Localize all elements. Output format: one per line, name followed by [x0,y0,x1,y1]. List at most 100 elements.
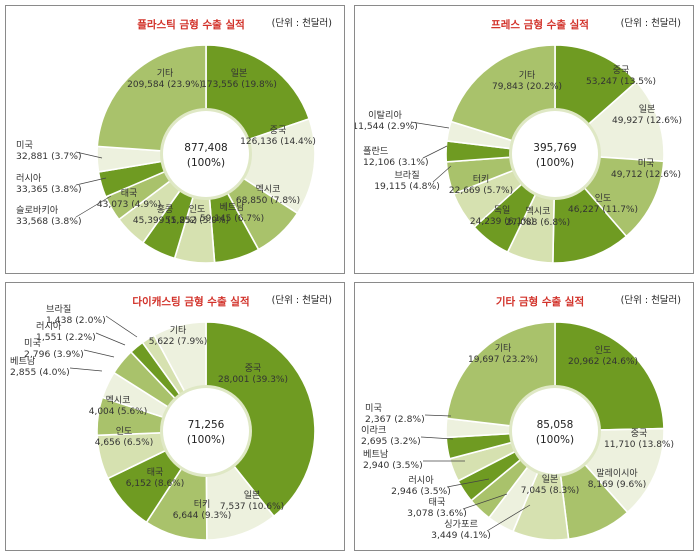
slice-label: 멕시코 4,004 (5.6%) [89,395,148,417]
slice-label: 중국 28,001 (39.3%) [218,363,288,385]
slice-label-value: 1,438 (2.0%) [46,315,106,326]
slice-label: 브라질 1,438 (2.0%) [46,303,106,326]
leader-line [422,145,448,159]
slice-label-name: 터키 [194,499,211,510]
slice-label: 미국 2,367 (2.8%) [365,403,425,425]
slice-label: 슬로바키아 33,568 (3.8%) [16,205,82,227]
slice-label-name: 슬로바키아 [16,205,59,216]
slice-label: 베트남 59,145 (6.7%) [200,202,264,224]
pie-slice [205,321,316,518]
total-value: 71,256 [188,419,225,431]
slice-label: 독일 24,239 (6.1%) [470,205,534,227]
slice-label-value: 27,088 (6.8%) [506,218,570,228]
slice-label-value: 3,078 (3.6%) [407,508,467,519]
center-disc [163,388,249,474]
slice-label: 인도 51,852 (5.9%) [165,204,229,226]
slice-label-name: 중국 [613,65,630,76]
pie-slice [204,117,316,215]
leader-line [486,504,531,532]
slice-label: 인도 46,227 (11.7%) [568,193,638,215]
slice-label: 일본 173,556 (19.8%) [201,68,277,90]
slice-label-value: 3,449 (4.1%) [431,530,491,541]
slice-label-name: 기타 [495,343,512,354]
slice-label-value: 19,697 (23.2%) [468,355,538,365]
slice-label-name: 멕시코 [256,184,281,195]
slice-label-name: 인도 [189,204,206,215]
slice-label-value: 1,551 (2.2%) [36,332,96,343]
pie-chart-svg: 다이캐스팅 금형 수출 실적 (단위 : 천달러) 71,256 (100%) 중국 28… [10,294,332,541]
pie-chart-svg: 프레스 금형 수출 실적 (단위 : 천달러) 395,769 (100%) 중국 53,… [355,17,682,264]
leader-line [75,195,112,218]
slice-label-name: 미국 [16,140,33,151]
slice-label-value: 5,622 (7.9%) [149,337,208,347]
slice-label-value: 33,365 (3.8%) [16,184,82,195]
slice-label: 일본 7,537 (10.6%) [220,490,284,512]
slice-label: 멕시코 27,088 (6.8%) [506,206,570,228]
slice-label-name: 인도 [595,193,612,204]
slice-label-value: 8,169 (9.6%) [588,480,647,490]
slice-label-name: 중국 [270,125,287,136]
slice-label: 미국 2,796 (3.9%) [24,338,84,360]
slice-label: 태국 6,152 (8.6%) [126,467,185,489]
slice-label: 미국 32,881 (3.7%) [16,140,82,162]
center-disc [512,388,598,474]
slice-label: 러시아 1,551 (2.2%) [36,321,96,343]
slice-label-value: 4,004 (5.6%) [89,407,148,417]
leader-line [95,332,126,346]
slice-label-name: 멕시코 [526,206,551,217]
leader-line [75,177,107,186]
slice-label-value: 209,584 (23.9%) [127,80,203,90]
slice-label-name: 폴란드 [363,145,388,157]
slice-label: 태국 43,073 (4.9%) [97,188,161,210]
slice-label-value: 33,568 (3.8%) [16,216,82,227]
slice-label-name: 태국 [429,497,446,508]
slice-label-value: 2,855 (4.0%) [10,367,70,378]
slice-label-name: 싱가포르 [444,519,478,530]
chart-panel-press: 프레스 금형 수출 실적 (단위 : 천달러) 395,769 (100%) 중국 53,… [354,5,694,274]
pie-chart-svg: 기타 금형 수출 실적 (단위 : 천달러) 85,058 (100%) 인도 20,96… [361,294,681,541]
slice-label-name: 홍콩 [157,203,174,215]
slice-label: 기타 209,584 (23.9%) [127,68,203,90]
slice-label-value: 7,537 (10.6%) [220,502,284,512]
slice-label-value: 126,136 (14.4%) [240,137,316,147]
slice-label: 베트남 2,855 (4.0%) [10,356,70,378]
slice-label: 일본 49,927 (12.6%) [612,104,682,126]
slice-label-name: 베트남 [10,356,36,367]
slice-label: 이탈리아 11,544 (2.9%) [355,109,418,132]
slice-label: 기타 5,622 (7.9%) [149,325,208,347]
slice-label: 중국 53,247 (13.5%) [586,65,656,87]
slice-label-value: 28,001 (39.3%) [218,375,288,385]
slice-label: 멕시코 68,850 (7.8%) [236,184,300,206]
chart-title: 다이캐스팅 금형 수출 실적 [132,295,249,308]
leader-line [75,151,103,159]
slice-label-value: 45,399 (5.2%) [133,216,197,226]
total-percent: (100%) [187,434,225,446]
chart-title: 플라스틱 금형 수출 실적 [137,18,245,31]
total-value: 395,769 [533,142,576,154]
slice-label-value: 51,852 (5.9%) [165,216,229,226]
leader-line [424,414,452,417]
slice-label-name: 기타 [170,325,187,336]
slice-label: 러시아 2,946 (3.5%) [391,475,451,497]
slice-label: 브라질 19,115 (4.8%) [374,169,440,192]
total-percent: (100%) [187,157,225,169]
slice-label-value: 68,850 (7.8%) [236,196,300,206]
slice-label-value: 2,940 (3.5%) [363,460,423,471]
slice-label-value: 46,227 (11.7%) [568,205,638,215]
slice-label-name: 브라질 [394,169,419,181]
slice-label-value: 22,669 (5.7%) [449,186,513,196]
slice-label-value: 11,710 (13.8%) [604,440,674,450]
slice-label: 러시아 33,365 (3.8%) [16,173,82,195]
slice-label-name: 러시아 [408,475,434,486]
leader-line [420,436,454,440]
chart-panel-other: 기타 금형 수출 실적 (단위 : 천달러) 85,058 (100%) 인도 20,96… [354,282,694,551]
leader-line [83,349,115,358]
leader-line [432,165,452,183]
slice-label-value: 6,644 (9.3%) [173,511,232,521]
pie-chart-svg: 플라스틱 금형 수출 실적 (단위 : 천달러) 877,408 (100%) 일본 17… [16,17,332,264]
slice-label-name: 기타 [157,68,174,79]
leader-line [410,121,450,129]
slice-label-name: 터키 [473,174,490,185]
slice-label-value: 2,367 (2.8%) [365,414,425,425]
slice-label: 이라크 2,695 (3.2%) [361,425,421,447]
